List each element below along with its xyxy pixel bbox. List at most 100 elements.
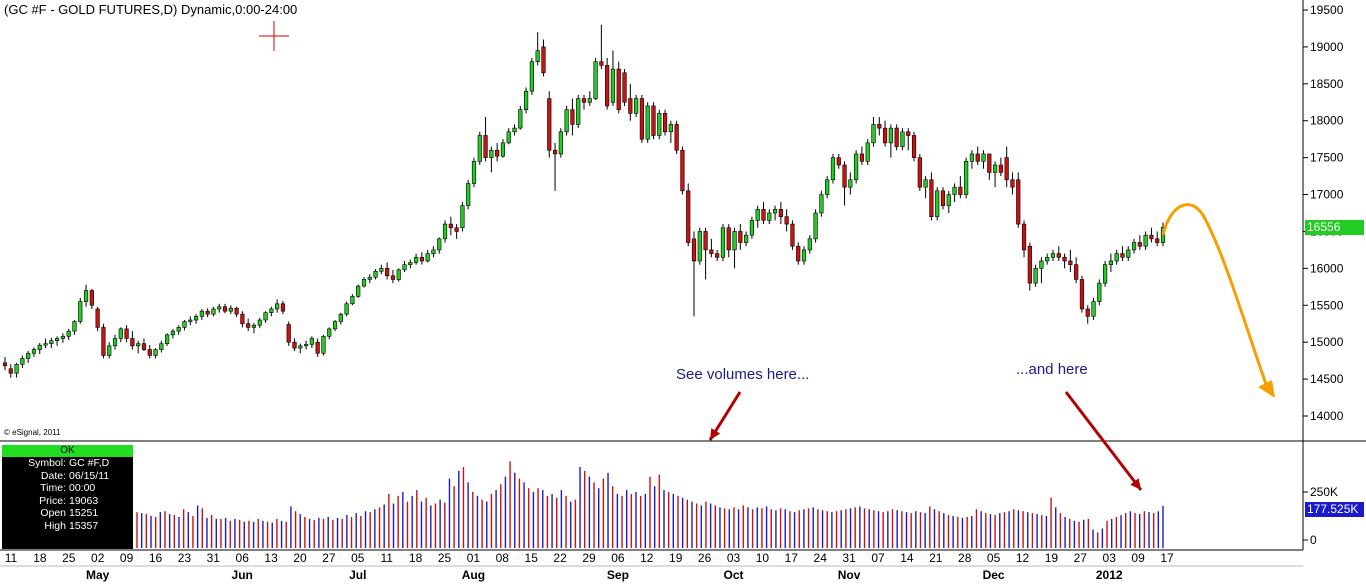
month-label: Jun — [232, 568, 253, 582]
candle-body — [1062, 256, 1067, 262]
candle — [1033, 264, 1038, 287]
candle-body — [1149, 234, 1154, 240]
candle — [437, 237, 442, 254]
candle-body — [1126, 249, 1131, 258]
info-row-symbol: Symbol: GC #F,D — [28, 457, 110, 469]
candle — [37, 342, 42, 354]
candle — [78, 297, 83, 324]
candle-body — [55, 338, 60, 342]
candle — [55, 336, 60, 346]
candle — [1039, 257, 1044, 284]
candle-body — [466, 183, 471, 206]
chart-title: (GC #F - GOLD FUTURES,D) Dynamic,0:00-24… — [4, 2, 298, 17]
candle-body — [419, 256, 424, 262]
date-tick-label: 25 — [438, 551, 452, 565]
candle — [1056, 246, 1061, 261]
candle — [136, 340, 141, 354]
candle-body — [205, 310, 210, 315]
candle — [275, 299, 280, 313]
candle-body — [998, 164, 1003, 173]
date-tick-label: 16 — [149, 551, 163, 565]
candle-body — [147, 349, 152, 356]
candle-body — [599, 61, 604, 66]
arrow-head — [710, 428, 721, 440]
candle-body — [269, 308, 274, 313]
candle-body — [408, 262, 413, 265]
date-tick-label: 26 — [698, 551, 712, 565]
candle-body — [1056, 253, 1061, 258]
candle — [234, 306, 239, 318]
candle-body — [321, 335, 326, 354]
date-tick-label: 12 — [640, 551, 654, 565]
candle — [263, 311, 268, 323]
date-tick-label: 09 — [120, 551, 134, 565]
candle-body — [448, 223, 453, 229]
candle-body — [460, 205, 465, 229]
candle-body — [43, 343, 48, 346]
candle — [744, 231, 749, 247]
price-tick-label: 14000 — [1310, 409, 1344, 423]
candle — [298, 343, 303, 354]
candle-body — [992, 164, 998, 173]
candle — [1097, 279, 1102, 306]
candle — [784, 209, 789, 232]
candle-body — [280, 303, 286, 312]
candle-body — [628, 98, 633, 114]
date-tick-label: 19 — [669, 551, 683, 565]
candle — [413, 253, 419, 265]
candle-body — [78, 301, 83, 322]
candle-body — [1050, 253, 1056, 258]
date-tick-label: 06 — [236, 551, 250, 565]
candle — [935, 187, 940, 221]
candle-body — [89, 290, 94, 306]
candle — [587, 91, 592, 106]
candle-body — [738, 231, 743, 243]
candle — [639, 94, 644, 143]
candle-body — [8, 368, 13, 374]
candle — [911, 131, 917, 162]
candle — [593, 57, 598, 101]
candle — [964, 157, 969, 199]
candle-body — [1120, 253, 1125, 258]
candle — [26, 351, 31, 363]
date-tick-label: 21 — [929, 551, 943, 565]
candle-body — [309, 338, 314, 345]
candle-body — [865, 142, 870, 162]
candle — [1126, 246, 1131, 261]
candle — [1091, 297, 1096, 321]
candle — [379, 264, 384, 275]
candle — [906, 128, 911, 151]
candle-body — [622, 72, 627, 103]
candle-body — [257, 319, 262, 326]
candle-body — [37, 344, 42, 350]
candle — [176, 325, 181, 335]
candle-body — [136, 343, 141, 347]
candle — [825, 176, 830, 199]
and-here-note: ...and here — [1016, 361, 1088, 378]
candle-body — [558, 131, 563, 155]
cursor-info-window[interactable]: OK Symbol: GC #F,D Date: 06/15/11 Time: 00:… — [2, 445, 133, 549]
candle — [767, 209, 772, 225]
candle-body — [720, 227, 726, 258]
candle-body — [917, 157, 922, 188]
candle-body — [442, 223, 448, 240]
candle-body — [877, 124, 882, 129]
candle-body — [825, 179, 830, 195]
date-tick-label: 12 — [1016, 551, 1030, 565]
candle-body — [929, 179, 934, 217]
candle-body — [691, 238, 697, 262]
candle — [865, 139, 870, 166]
candle-body — [176, 327, 181, 332]
volume-series — [136, 461, 1164, 548]
candle — [466, 179, 471, 210]
candle-body — [784, 216, 789, 225]
candle — [228, 305, 233, 315]
candle-body — [946, 194, 951, 206]
candle-body — [425, 253, 430, 262]
candle-body — [987, 153, 992, 173]
candle-body — [1091, 301, 1096, 317]
candle — [720, 224, 726, 261]
candle — [877, 117, 882, 136]
date-tick-label: 02 — [91, 551, 105, 565]
